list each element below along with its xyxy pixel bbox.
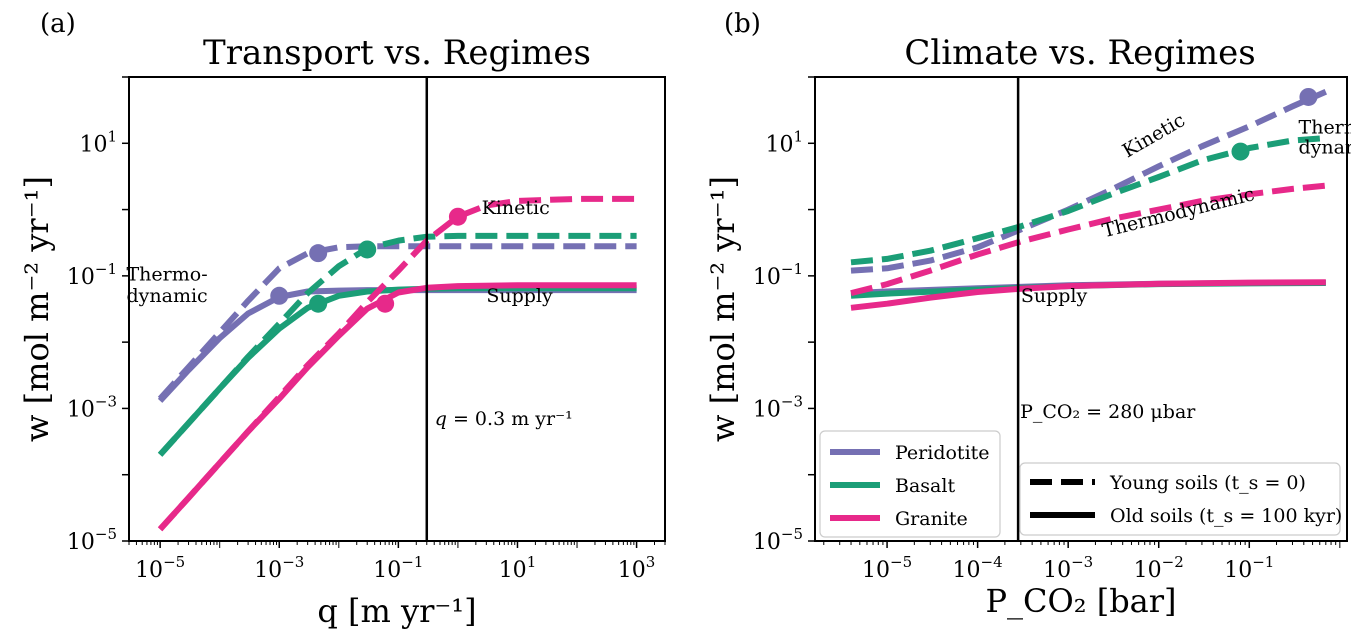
x-tick-label: 10−1 bbox=[373, 553, 423, 583]
series-line-basalt-young bbox=[850, 135, 1327, 266]
panel-a-label: (a) bbox=[40, 9, 76, 39]
vline-label: q = 0.3 m yr⁻¹ bbox=[435, 408, 573, 430]
panel-b-y-ticks: 10−5 10−3 10−1 101 bbox=[753, 76, 815, 555]
legend-box bbox=[1019, 462, 1341, 536]
x-tick-label: 10−4 bbox=[953, 553, 1003, 583]
series-line-granite-young bbox=[157, 195, 637, 532]
marker-peridotite bbox=[1299, 87, 1318, 106]
y-tick-label: 10−5 bbox=[753, 525, 803, 555]
panel-b-frame bbox=[814, 76, 1348, 542]
series-line-granite-young bbox=[850, 182, 1327, 297]
panel-b-x-ticks: 10−5 10−4 10−3 10−2 10−1 bbox=[823, 541, 1341, 583]
x-tick-label: 103 bbox=[618, 553, 656, 583]
y-axis-label-text: w [mol m⁻² yr⁻¹] bbox=[704, 176, 742, 442]
legend-label-granite: Granite bbox=[895, 508, 968, 530]
marker-peridotite bbox=[309, 244, 328, 263]
panel-b-data-layer bbox=[850, 87, 1328, 311]
x-tick-label: 10−5 bbox=[135, 553, 185, 583]
x-tick-label: 10−3 bbox=[1043, 553, 1093, 583]
panel-b-x-axis-label: P_CO₂ [bar] bbox=[985, 582, 1176, 620]
panel-b: (b) Climate vs. Regimes KineticThermo-dy… bbox=[704, 9, 1351, 620]
panel-b-y-axis-label: w [mol m⁻² yr⁻¹] bbox=[704, 176, 742, 442]
vline-label: P_CO₂ = 280 μbar bbox=[1020, 401, 1196, 423]
annotation: Supply bbox=[486, 285, 553, 307]
x-tick-label: 10−5 bbox=[862, 553, 912, 583]
y-tick-label: 10−1 bbox=[753, 260, 803, 290]
x-tick-label: 101 bbox=[499, 553, 537, 583]
x-tick-label: 10−3 bbox=[254, 553, 304, 583]
y-tick-label: 101 bbox=[79, 127, 117, 157]
y-axis-label-text: w [mol m⁻² yr⁻¹] bbox=[18, 176, 56, 442]
panel-b-legend-soils: Young soils (t_s = 0) Old soils (t_s = 10… bbox=[1019, 462, 1342, 536]
annotation: Supply bbox=[1021, 285, 1088, 307]
series-line-basalt-young bbox=[157, 232, 637, 457]
annotation: Thermo- bbox=[1299, 117, 1351, 139]
panel-a-data-layer bbox=[157, 195, 637, 532]
annotation: Thermo- bbox=[127, 264, 208, 286]
marker-granite bbox=[376, 294, 395, 313]
panel-b-label: (b) bbox=[724, 9, 761, 39]
series-line-granite-old bbox=[850, 279, 1326, 311]
series-line-peridotite-old bbox=[157, 287, 637, 403]
x-tick-label: 10−2 bbox=[1134, 553, 1184, 583]
annotation: dynamic bbox=[127, 285, 208, 307]
panel-a-plot-area: Thermo-dynamic Kinetic Supply q = 0.3 m yr⁻… bbox=[127, 77, 637, 541]
panel-a-title: Transport vs. Regimes bbox=[203, 33, 591, 73]
y-tick-label: 10−3 bbox=[67, 392, 117, 422]
y-tick-label: 10−3 bbox=[753, 392, 803, 422]
y-tick-label: 10−1 bbox=[67, 260, 117, 290]
panel-b-title: Climate vs. Regimes bbox=[904, 33, 1255, 73]
legend-label-basalt: Basalt bbox=[895, 475, 955, 497]
panel-a-y-ticks: 10−5 10−3 10−1 101 bbox=[67, 76, 129, 555]
series-line-peridotite-young bbox=[157, 243, 637, 401]
x-tick-label: 10−1 bbox=[1224, 553, 1274, 583]
legend-label-solid: Old soils (t_s = 100 kyr) bbox=[1110, 505, 1342, 527]
panel-a-y-axis-label: w [mol m⁻² yr⁻¹] bbox=[18, 176, 56, 442]
y-tick-label: 101 bbox=[765, 127, 803, 157]
panel-a: (a) Transport vs. Regimes Thermo-dynamic… bbox=[18, 9, 666, 630]
marker-granite bbox=[448, 207, 467, 226]
panel-b-legend-rocks: Peridotite Basalt Granite bbox=[819, 430, 1001, 538]
marker-basalt bbox=[358, 240, 377, 259]
panel-a-frame bbox=[128, 76, 666, 542]
series-line-peridotite-young bbox=[850, 88, 1328, 274]
legend-label-peridotite: Peridotite bbox=[895, 442, 990, 464]
legend-box bbox=[819, 430, 1001, 538]
y-tick-label: 10−5 bbox=[67, 525, 117, 555]
marker-basalt bbox=[1231, 142, 1250, 161]
panel-a-x-ticks: 10−5 10−3 10−1 101 103 bbox=[128, 541, 666, 583]
x-axis-label-text: P_CO₂ [bar] bbox=[985, 582, 1176, 620]
annotation: Kinetic bbox=[482, 197, 550, 219]
panel-a-x-axis-label: q [m yr⁻¹] bbox=[317, 592, 476, 630]
annotation: dynamic bbox=[1299, 137, 1351, 159]
marker-basalt bbox=[309, 294, 328, 313]
marker-peridotite bbox=[270, 286, 289, 305]
x-axis-label-text: q [m yr⁻¹] bbox=[317, 592, 476, 630]
legend-label-dashed: Young soils (t_s = 0) bbox=[1109, 472, 1306, 494]
